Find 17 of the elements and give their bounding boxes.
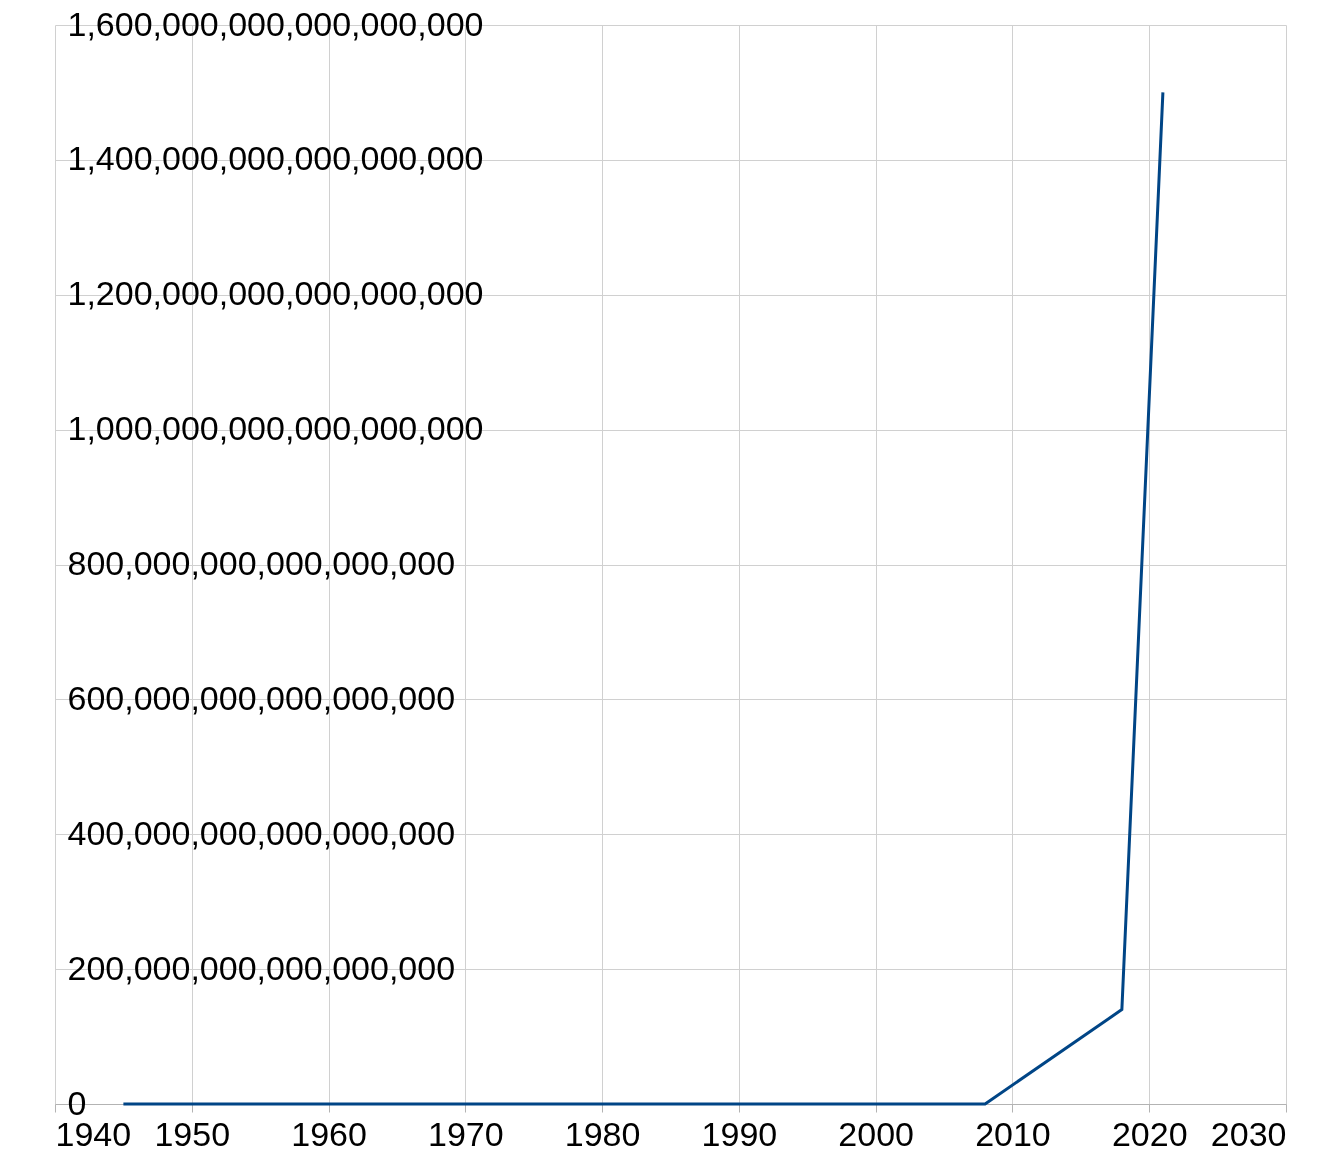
x-tick-label: 1960 [291,1114,367,1153]
x-tick-label: 1990 [701,1114,778,1153]
x-tick-label: 2020 [1111,1114,1188,1153]
x-tick-label: 1970 [428,1114,504,1153]
y-tick-label: 600,000,000,000,000,000 [67,678,456,717]
y-tick-label: 1,600,000,000,000,000,000 [67,4,484,43]
y-tick-label: 400,000,000,000,000,000 [67,813,456,852]
y-tick-label: 1,200,000,000,000,000,000 [67,274,484,313]
x-tick-label: 2010 [975,1114,1051,1153]
x-tick-label: 2030 [1210,1114,1287,1153]
y-tick-label: 800,000,000,000,000,000 [67,544,456,582]
y-tick-label: 1,400,000,000,000,000,000 [67,139,484,178]
y-tick-label: 1,000,000,000,000,000,000 [67,409,484,448]
x-tick-label: 1980 [564,1114,641,1153]
x-tick-label: 1950 [154,1114,231,1153]
y-tick-label: 200,000,000,000,000,000 [67,948,456,987]
x-tick-label: 2000 [838,1114,914,1153]
